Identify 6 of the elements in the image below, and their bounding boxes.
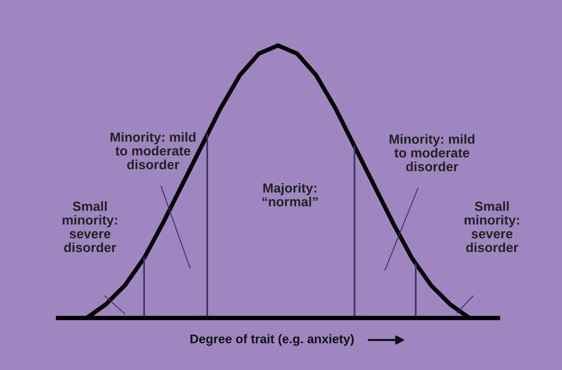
annotation: Minority: mild to moderate disorder xyxy=(390,134,474,172)
annotation: Small minority: severe disorder xyxy=(62,201,117,252)
x-axis-title: Degree of trait (e.g. anxiety) xyxy=(190,334,354,346)
annotation: Small minority: severe disorder xyxy=(464,201,519,252)
annotation: Minority: mild to moderate disorder xyxy=(110,132,196,170)
annotation: Majority: “normal” xyxy=(262,182,318,206)
